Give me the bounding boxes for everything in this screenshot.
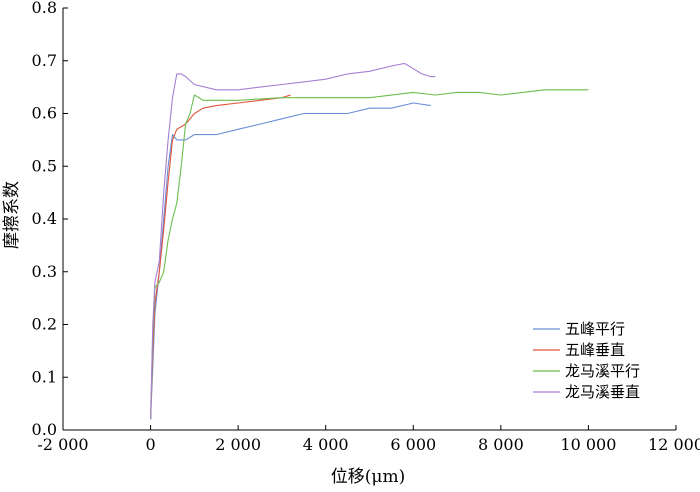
legend-label: 五峰平行 [565,320,625,338]
plot-area [150,62,589,420]
x-tick-label: 2 000 [215,435,261,454]
legend-label: 龙马溪垂直 [565,383,640,401]
x-tick-label: 12 000 [648,435,700,454]
x-tick-label: 0 [145,435,155,454]
series-line-1 [150,102,431,420]
legend-label: 五峰垂直 [565,341,625,359]
x-tick-label: -2 000 [37,435,88,454]
x-tick-label: 8 000 [478,435,524,454]
x-tick-label: 10 000 [560,435,616,454]
axes: -2 000 0 2 000 4 000 6 000 8 000 10 000 12 000 0… [32,0,700,454]
x-tick-label: 6 000 [390,435,436,454]
y-tick-label: 0.3 [32,262,57,281]
legend-label: 龙马溪平行 [565,362,640,380]
y-axis-label: 摩擦系数 [2,181,22,249]
y-tick-label: 0.0 [32,420,57,439]
y-tick-label: 0.1 [32,367,57,386]
x-axis-label: 位移(μm) [331,467,405,487]
y-tick-label: 0.7 [32,51,57,70]
y-tick-label: 0.5 [32,156,57,175]
series-line-3 [150,89,589,420]
x-tick-label: 4 000 [303,435,349,454]
y-tick-label: 0.6 [32,104,57,123]
series-line-4 [150,62,436,420]
y-tick-label: 0.2 [32,315,57,334]
y-tick-label: 0.4 [32,209,57,228]
series-line-2 [150,94,291,420]
y-tick-label: 0.8 [32,0,57,17]
